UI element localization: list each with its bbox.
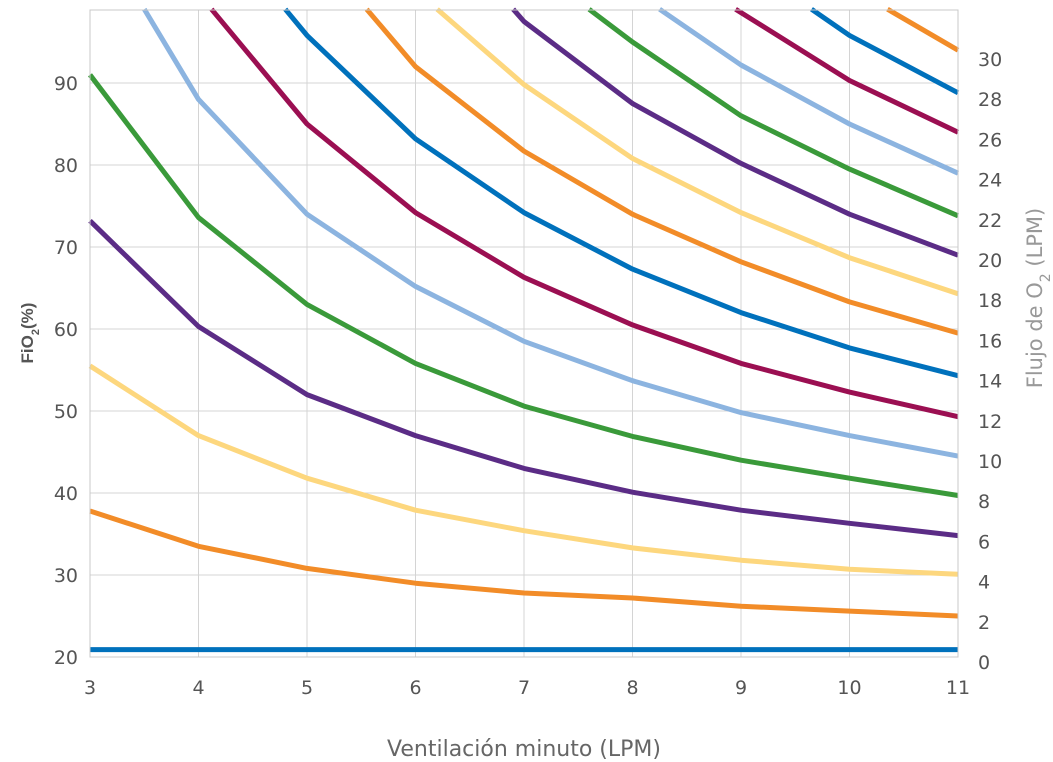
y-tick-label: 30 xyxy=(54,565,78,587)
series-line-flow-10 xyxy=(142,7,959,459)
y-tick-label: 20 xyxy=(54,647,78,669)
series-line-flow-20 xyxy=(511,7,959,258)
y-tick-label: 80 xyxy=(54,155,78,177)
y2-tick-label: 30 xyxy=(978,49,1002,71)
y2-tick-label: 0 xyxy=(978,652,990,674)
x-axis-title: Ventilación minuto (LPM) xyxy=(387,737,661,762)
x-tick-label: 4 xyxy=(192,677,204,699)
series-lines xyxy=(88,7,960,653)
x-tick-label: 10 xyxy=(837,677,861,699)
y2-tick-label: 12 xyxy=(978,411,1002,433)
y-tick-label: 40 xyxy=(54,483,78,505)
x-tick-label: 3 xyxy=(84,677,96,699)
y2-tick-label: 16 xyxy=(978,330,1002,352)
series-line-flow-8 xyxy=(88,73,959,498)
y2-tick-label: 6 xyxy=(978,531,990,553)
plot-frame xyxy=(89,9,959,658)
grid-lines xyxy=(89,10,959,658)
y2-tick-label: 20 xyxy=(978,250,1002,272)
x-tick-label: 11 xyxy=(946,677,970,699)
x-tick-label: 6 xyxy=(409,677,421,699)
y2-tick-label: 14 xyxy=(978,371,1002,393)
y2-tick-label: 18 xyxy=(978,290,1002,312)
y-tick-label: 50 xyxy=(54,401,78,423)
y2-tick-label: 24 xyxy=(978,170,1002,192)
series-line-flow-16 xyxy=(364,7,959,336)
x-tick-label: 8 xyxy=(626,677,638,699)
series-line-flow-22 xyxy=(587,7,959,219)
series-line-flow-2 xyxy=(89,508,959,619)
x-tick-label: 7 xyxy=(518,677,530,699)
y-axis-title: FiO2(%) xyxy=(18,303,42,364)
series-line-flow-6 xyxy=(88,219,959,539)
y-tick-label: 70 xyxy=(54,237,78,259)
y2-axis-title: Flujo de O2 (LPM) xyxy=(1023,208,1053,389)
series-line-flow-28 xyxy=(810,7,960,96)
y2-tick-label: 8 xyxy=(978,491,990,513)
series-line-flow-24 xyxy=(658,7,960,176)
series-line-flow-26 xyxy=(734,7,960,135)
series-line-flow-4 xyxy=(88,363,959,577)
series-line-flow-12 xyxy=(209,7,959,420)
x-tick-label: 9 xyxy=(735,677,747,699)
x-tick-labels: 3 4 5 6 7 8 9 10 11 xyxy=(84,677,970,699)
y-tick-label: 60 xyxy=(54,319,78,341)
y2-tick-label: 10 xyxy=(978,451,1002,473)
series-line-flow-30 xyxy=(886,7,960,53)
y2-tick-label: 22 xyxy=(978,210,1002,232)
y2-tick-label: 26 xyxy=(978,129,1002,151)
y2-tick-label: 28 xyxy=(978,89,1002,111)
y2-tick-label: 2 xyxy=(978,612,990,634)
y2-tick-label: 4 xyxy=(978,572,990,594)
x-tick-label: 5 xyxy=(301,677,313,699)
y-tick-labels: 20 30 40 50 60 70 80 90 xyxy=(54,73,78,669)
series-line-flow-18 xyxy=(435,7,959,297)
series-line-flow-14 xyxy=(283,7,959,379)
y-tick-label: 90 xyxy=(54,73,78,95)
